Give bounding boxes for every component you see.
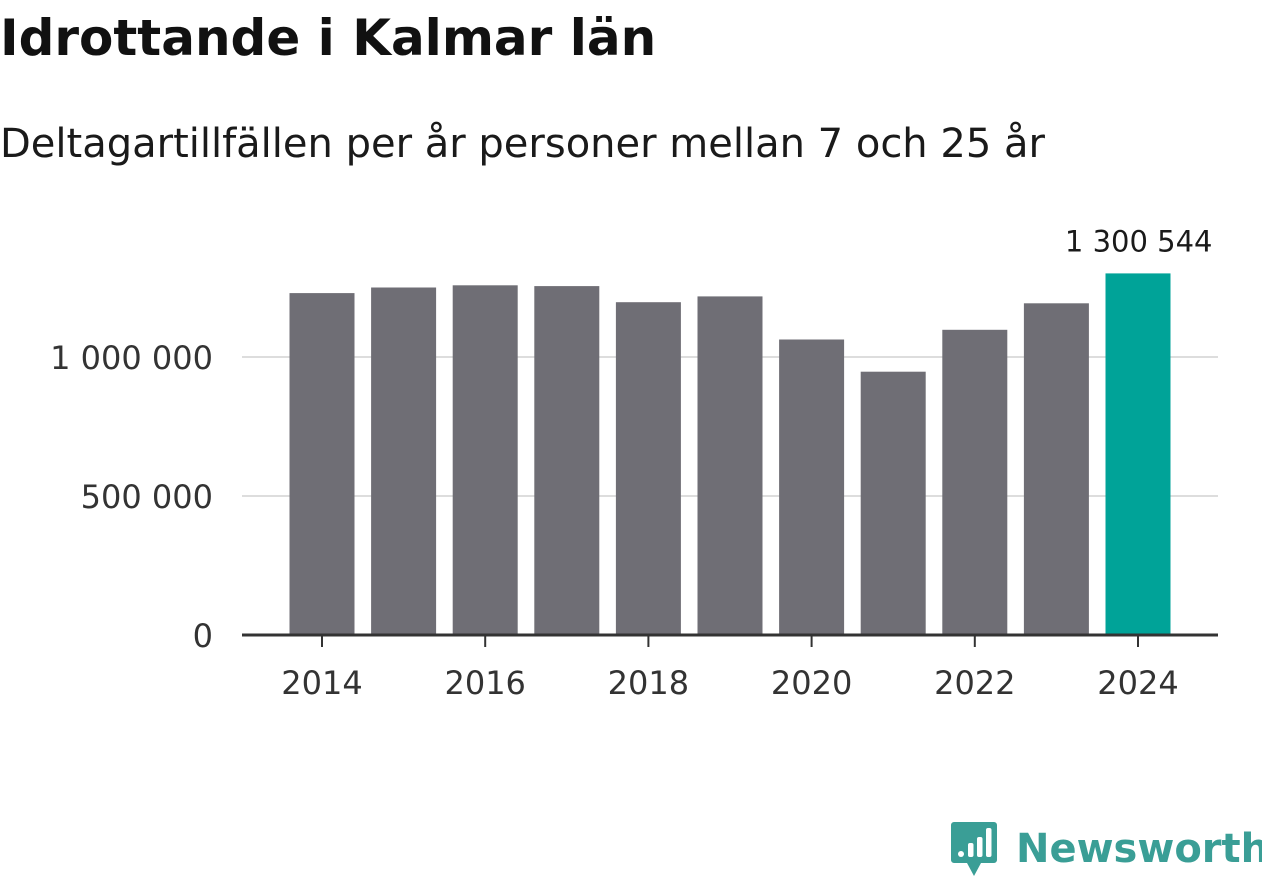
x-tick-label: 2018 xyxy=(608,664,689,702)
bar-2023 xyxy=(1023,303,1089,635)
bars xyxy=(289,273,1171,635)
bar-2016 xyxy=(452,285,518,635)
bar-2018 xyxy=(615,302,681,635)
x-tick-label: 2014 xyxy=(281,664,362,702)
brand-logo: Newsworthy xyxy=(950,818,1262,880)
bar-chart: 0 500 000 1 000 000 2014 2016 2018 2020 2022 202… xyxy=(50,224,1218,702)
bar-2021 xyxy=(860,371,926,635)
x-tick-label: 2022 xyxy=(934,664,1015,702)
bar-2015 xyxy=(371,287,437,635)
bar-2022 xyxy=(942,329,1008,635)
x-axis xyxy=(242,633,1218,647)
bar-2014 xyxy=(289,293,355,635)
bar-2019 xyxy=(697,296,763,635)
brand-name: Newsworthy xyxy=(1016,826,1262,872)
y-tick-label: 500 000 xyxy=(81,478,213,516)
bar-2024 xyxy=(1105,273,1171,635)
chart-subtitle: Deltagartillfällen per år personer mella… xyxy=(0,121,1045,167)
bar-2017 xyxy=(534,286,600,635)
y-tick-label: 1 000 000 xyxy=(50,339,213,377)
y-tick-label: 0 xyxy=(193,617,213,655)
x-tick-label: 2016 xyxy=(444,664,525,702)
bar-chart-speech-bubble-icon xyxy=(951,822,997,876)
tick-labels: 0 500 000 1 000 000 2014 2016 2018 2020 2022 202… xyxy=(50,224,1212,702)
bar-2020 xyxy=(779,339,845,635)
highlight-value-label: 1 300 544 xyxy=(1065,224,1213,258)
x-tick-label: 2024 xyxy=(1097,664,1178,702)
chart-title: Idrottande i Kalmar län xyxy=(0,9,657,67)
x-tick-label: 2020 xyxy=(771,664,852,702)
